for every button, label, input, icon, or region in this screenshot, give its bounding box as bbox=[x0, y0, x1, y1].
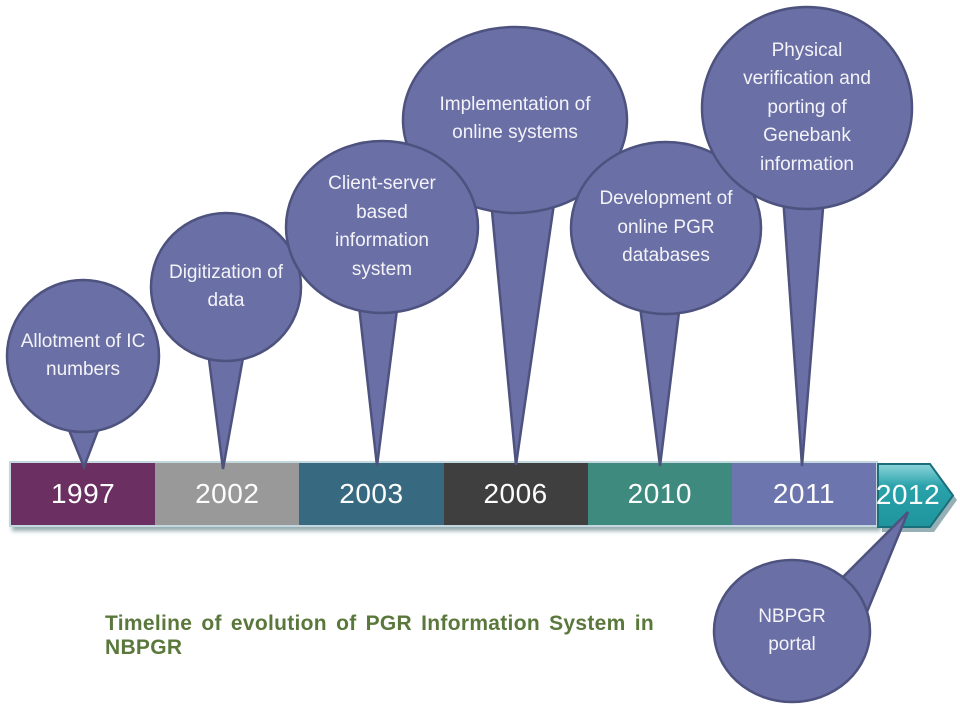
balloon-label-allotment: Allotment of IC numbers bbox=[20, 330, 146, 381]
year-label-2002: 2002 bbox=[195, 478, 260, 509]
timeline-bar: 1997 2002 2003 2006 2010 2011 bbox=[9, 461, 878, 527]
year-label-1997: 1997 bbox=[50, 478, 116, 509]
balloon-tail bbox=[204, 328, 250, 470]
balloon-label-nbpgr-portal: NBPGR portal bbox=[758, 605, 826, 656]
balloon-tail bbox=[355, 284, 402, 467]
balloon-label-implementation: Implementation of online systems bbox=[439, 93, 591, 144]
timeline-segment-1997: 1997 bbox=[11, 463, 156, 525]
balloon-label-development: Development of online PGR databases bbox=[599, 188, 733, 267]
timeline-segment-2011: 2011 bbox=[731, 463, 877, 525]
caption: Timeline of evolution of PGR Information… bbox=[105, 612, 654, 659]
timeline-segment-2010: 2010 bbox=[587, 463, 732, 525]
balloon-tail bbox=[780, 180, 827, 467]
balloon-tail bbox=[636, 286, 684, 467]
year-label-2012: 2012 bbox=[875, 479, 941, 510]
balloon-label-digitization: Digitization of data bbox=[168, 261, 284, 312]
year-label-2011: 2011 bbox=[772, 478, 836, 509]
balloon-tail bbox=[830, 511, 910, 627]
balloon-label-physical-verification: Physical verification and porting of Gen… bbox=[743, 39, 871, 175]
year-label-2006: 2006 bbox=[483, 478, 548, 509]
balloon-label-client-server: Client-server based information system bbox=[328, 173, 436, 280]
year-label-2010: 2010 bbox=[627, 478, 692, 509]
balloon-tail bbox=[488, 188, 558, 466]
year-label-2003: 2003 bbox=[339, 478, 404, 509]
timeline-segment-2003: 2003 bbox=[299, 463, 444, 525]
timeline-segment-2002: 2002 bbox=[155, 463, 300, 525]
balloon-tail bbox=[58, 402, 110, 471]
timeline-segment-2006: 2006 bbox=[443, 463, 588, 525]
